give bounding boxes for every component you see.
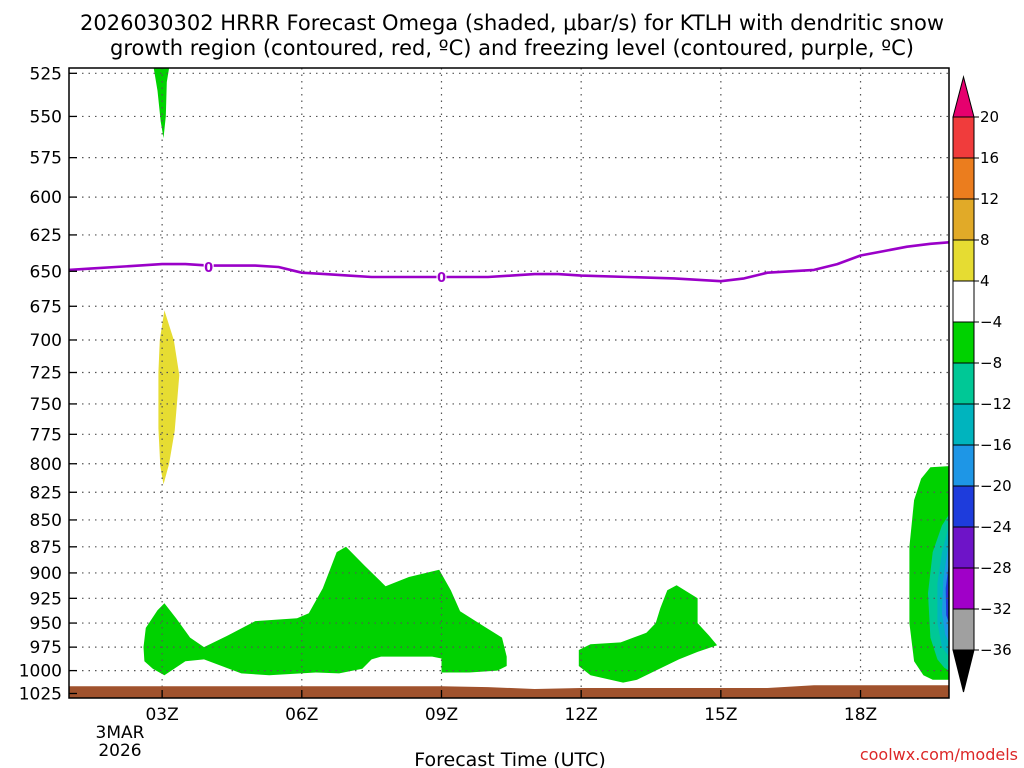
colorbar-label-11: −28 — [980, 559, 1012, 577]
omega-region-right-edge-darkblue — [945, 562, 949, 624]
y-tick-label-950: 950 — [30, 614, 62, 634]
y-tick-label-800: 800 — [30, 455, 62, 475]
y-tick-label-525: 525 — [30, 64, 62, 84]
y-tick-label-700: 700 — [30, 331, 62, 351]
colorbar-band-0 — [952, 116, 975, 159]
omega-region-upper-green-sliver — [153, 68, 170, 139]
colorbar-band-2 — [952, 198, 975, 241]
y-tick-label-675: 675 — [30, 297, 62, 317]
x-axis: 03Z 06Z 09Z 12Z 15Z 18Z — [145, 690, 877, 725]
y-tick-label-850: 850 — [30, 511, 62, 531]
y-tick-label-1025: 1025 — [19, 684, 62, 704]
shaded-regions-layer — [143, 68, 949, 683]
freezing-level-label-0: 0 — [204, 261, 213, 276]
colorbar-label-1: 16 — [980, 149, 999, 167]
y-tick-label-575: 575 — [30, 149, 62, 169]
colorbar-bottom-arrow — [952, 649, 975, 693]
date-label-year: 2026 — [98, 741, 141, 761]
colorbar-label-8: −16 — [980, 436, 1012, 454]
colorbar-label-10: −24 — [980, 518, 1012, 536]
colorbar-band-8 — [952, 444, 975, 487]
colorbar-band-1 — [952, 157, 975, 200]
colorbar-label-6: −8 — [980, 354, 1002, 372]
omega-region-low-green-midday — [578, 585, 718, 683]
x-tick-label-06Z: 06Z — [285, 705, 318, 725]
date-label-day: 3MAR — [96, 723, 145, 743]
grid-layer — [69, 68, 949, 698]
colorbar-label-7: −12 — [980, 395, 1012, 413]
colorbar-band-5 — [952, 321, 975, 364]
y-tick-label-550: 550 — [30, 107, 62, 127]
y-tick-label-875: 875 — [30, 538, 62, 558]
colorbar-label-4: 4 — [980, 272, 990, 290]
colorbar-label-2: 12 — [980, 190, 999, 208]
colorbar-band-11 — [952, 567, 975, 610]
colorbar-label-13: −36 — [980, 641, 1012, 659]
omega-region-yellow-column — [158, 310, 180, 485]
x-tick-label-03Z: 03Z — [145, 705, 178, 725]
colorbar-band-6 — [952, 362, 975, 405]
colorbar-label-0: 20 — [980, 108, 999, 126]
x-tick-label-09Z: 09Z — [425, 705, 458, 725]
plot-frame — [68, 67, 950, 699]
freezing-level-label-1: 0 — [437, 271, 446, 286]
colorbar-band-4 — [952, 280, 975, 323]
credit-link[interactable]: coolwx.com/models — [860, 745, 1018, 764]
y-tick-label-775: 775 — [30, 425, 62, 445]
x-tick-label-15Z: 15Z — [704, 705, 737, 725]
x-tick-label-18Z: 18Z — [844, 705, 877, 725]
y-tick-label-975: 975 — [30, 638, 62, 658]
colorbar-label-9: −20 — [980, 477, 1012, 495]
colorbar-top-arrow — [952, 75, 975, 118]
y-tick-label-600: 600 — [30, 188, 62, 208]
colorbar-label-3: 8 — [980, 231, 990, 249]
colorbar-band-7 — [952, 403, 975, 446]
omega-region-low-green-main — [143, 546, 507, 676]
freezing-level-layer: 00 — [69, 241, 949, 286]
colorbar-label-5: −4 — [980, 313, 1002, 331]
y-tick-label-900: 900 — [30, 564, 62, 584]
y-tick-label-750: 750 — [30, 395, 62, 415]
x-axis-label: Forecast Time (UTC) — [414, 749, 605, 768]
freezing-level-label-bg-0 — [203, 258, 214, 274]
y-tick-label-625: 625 — [30, 226, 62, 246]
chart-title-line-1: 2026030302 HRRR Forecast Omega (shaded, … — [80, 11, 944, 35]
colorbar-band-12 — [952, 608, 975, 651]
colorbar-band-3 — [952, 239, 975, 282]
y-tick-label-925: 925 — [30, 589, 62, 609]
colorbar-label-12: −32 — [980, 600, 1012, 618]
freezing-level-line — [69, 241, 949, 283]
colorbar-band-10 — [952, 526, 975, 569]
y-axis: 525 550 575 600 625 650 675 700 725 750 775 800 825 8… — [19, 64, 77, 704]
y-tick-label-650: 650 — [30, 262, 62, 282]
freezing-level-label-bg-1 — [436, 268, 447, 284]
colorbar: 20 16 12 8 4 −4 −8 −12 −16 −20 −24 −28 −32 −36 — [952, 75, 1012, 693]
chart-title-line-2: growth region (contoured, red, ºC) and f… — [110, 36, 914, 60]
y-tick-label-725: 725 — [30, 364, 62, 384]
y-tick-label-1000: 1000 — [19, 662, 62, 682]
x-tick-label-12Z: 12Z — [565, 705, 598, 725]
colorbar-band-9 — [952, 485, 975, 528]
y-tick-label-825: 825 — [30, 483, 62, 503]
terrain-layer — [69, 685, 949, 698]
terrain-fill — [69, 685, 949, 698]
